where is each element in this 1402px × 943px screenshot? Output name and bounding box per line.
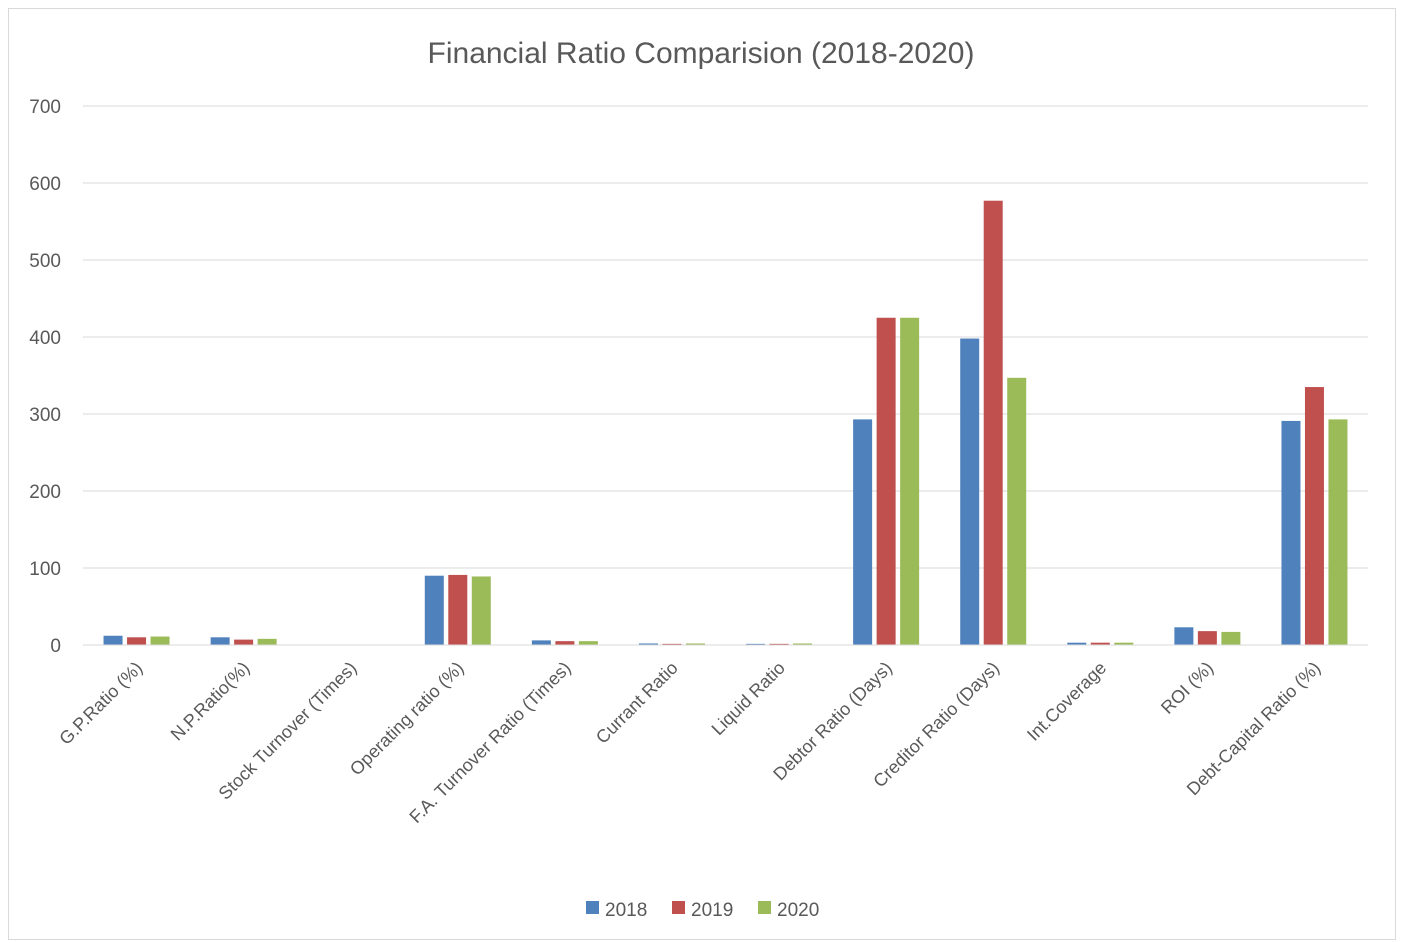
chart-frame [8, 8, 1396, 940]
bar-2018 [531, 640, 551, 645]
x-tick-label: Int.Coverage [1023, 658, 1110, 745]
bar-2019 [127, 637, 147, 645]
x-axis: G.P.Ratio (%) N.P.Ratio(%)Stock Turnover … [55, 644, 1368, 827]
bars [103, 200, 1348, 645]
legend: 2018 2019 2020 [586, 900, 819, 921]
bar-2019 [769, 643, 789, 645]
bar-2019 [1090, 642, 1110, 645]
bar-2020 [793, 643, 813, 645]
legend-label: 2019 [691, 900, 733, 921]
bar-2019 [448, 574, 468, 645]
legend-label: 2018 [605, 900, 647, 921]
y-tick-label: 600 [29, 174, 61, 195]
x-tick-label: ROI (%) [1157, 658, 1217, 718]
x-tick-label: Liquid Ratio [708, 658, 789, 739]
bar-2019 [1304, 387, 1324, 645]
bar-2019 [1197, 631, 1217, 645]
bar-2020 [900, 317, 920, 645]
bar-2020 [685, 643, 705, 645]
y-tick-label: 700 [29, 97, 61, 118]
bar-2018 [638, 643, 658, 645]
x-tick-label: Currant Ratio [592, 658, 682, 748]
bar-2019 [662, 643, 682, 645]
x-tick-label: Operating ratio (%) [346, 658, 468, 780]
chart-title: Financial Ratio Comparision (2018-2020) [428, 37, 975, 70]
y-tick-label: 100 [29, 559, 61, 580]
legend-swatch-2020 [758, 901, 771, 914]
x-tick-label: Debtor Ratio (Days) [769, 658, 896, 785]
bar-2020 [257, 638, 277, 645]
bar-2020 [1328, 419, 1348, 645]
bar-2020 [1114, 642, 1134, 645]
bar-2018 [424, 575, 444, 645]
y-tick-label: 400 [29, 328, 61, 349]
y-tick-label: 200 [29, 482, 61, 503]
bar-2018 [210, 637, 230, 645]
bar-2018 [103, 635, 123, 645]
bar-2018 [1281, 420, 1301, 645]
x-tick-label: G.P.Ratio (%) [55, 658, 146, 749]
bar-2019 [983, 200, 1003, 645]
bar-2020 [471, 576, 491, 645]
bar-2018 [1174, 627, 1194, 645]
bar-2020 [1007, 377, 1027, 645]
y-tick-label: 0 [50, 636, 61, 657]
bar-2020 [150, 636, 170, 645]
y-tick-label: 300 [29, 405, 61, 426]
bar-2020 [578, 641, 598, 645]
legend-swatch-2018 [586, 901, 599, 914]
bar-2018 [746, 643, 766, 645]
gridlines [83, 105, 1368, 646]
y-tick-label: 500 [29, 251, 61, 272]
bar-2019 [234, 639, 254, 645]
x-tick-label: N.P.Ratio(%) [167, 658, 254, 745]
bar-2018 [1067, 642, 1087, 645]
bar-2018 [960, 338, 980, 645]
bar-2019 [555, 641, 575, 645]
y-axis: 0 100 200 300 400 500 600 700 [29, 97, 61, 657]
bar-2018 [853, 419, 873, 645]
legend-swatch-2019 [672, 901, 685, 914]
bar-2019 [876, 317, 896, 645]
bar-2020 [1221, 631, 1241, 645]
legend-label: 2020 [777, 900, 819, 921]
